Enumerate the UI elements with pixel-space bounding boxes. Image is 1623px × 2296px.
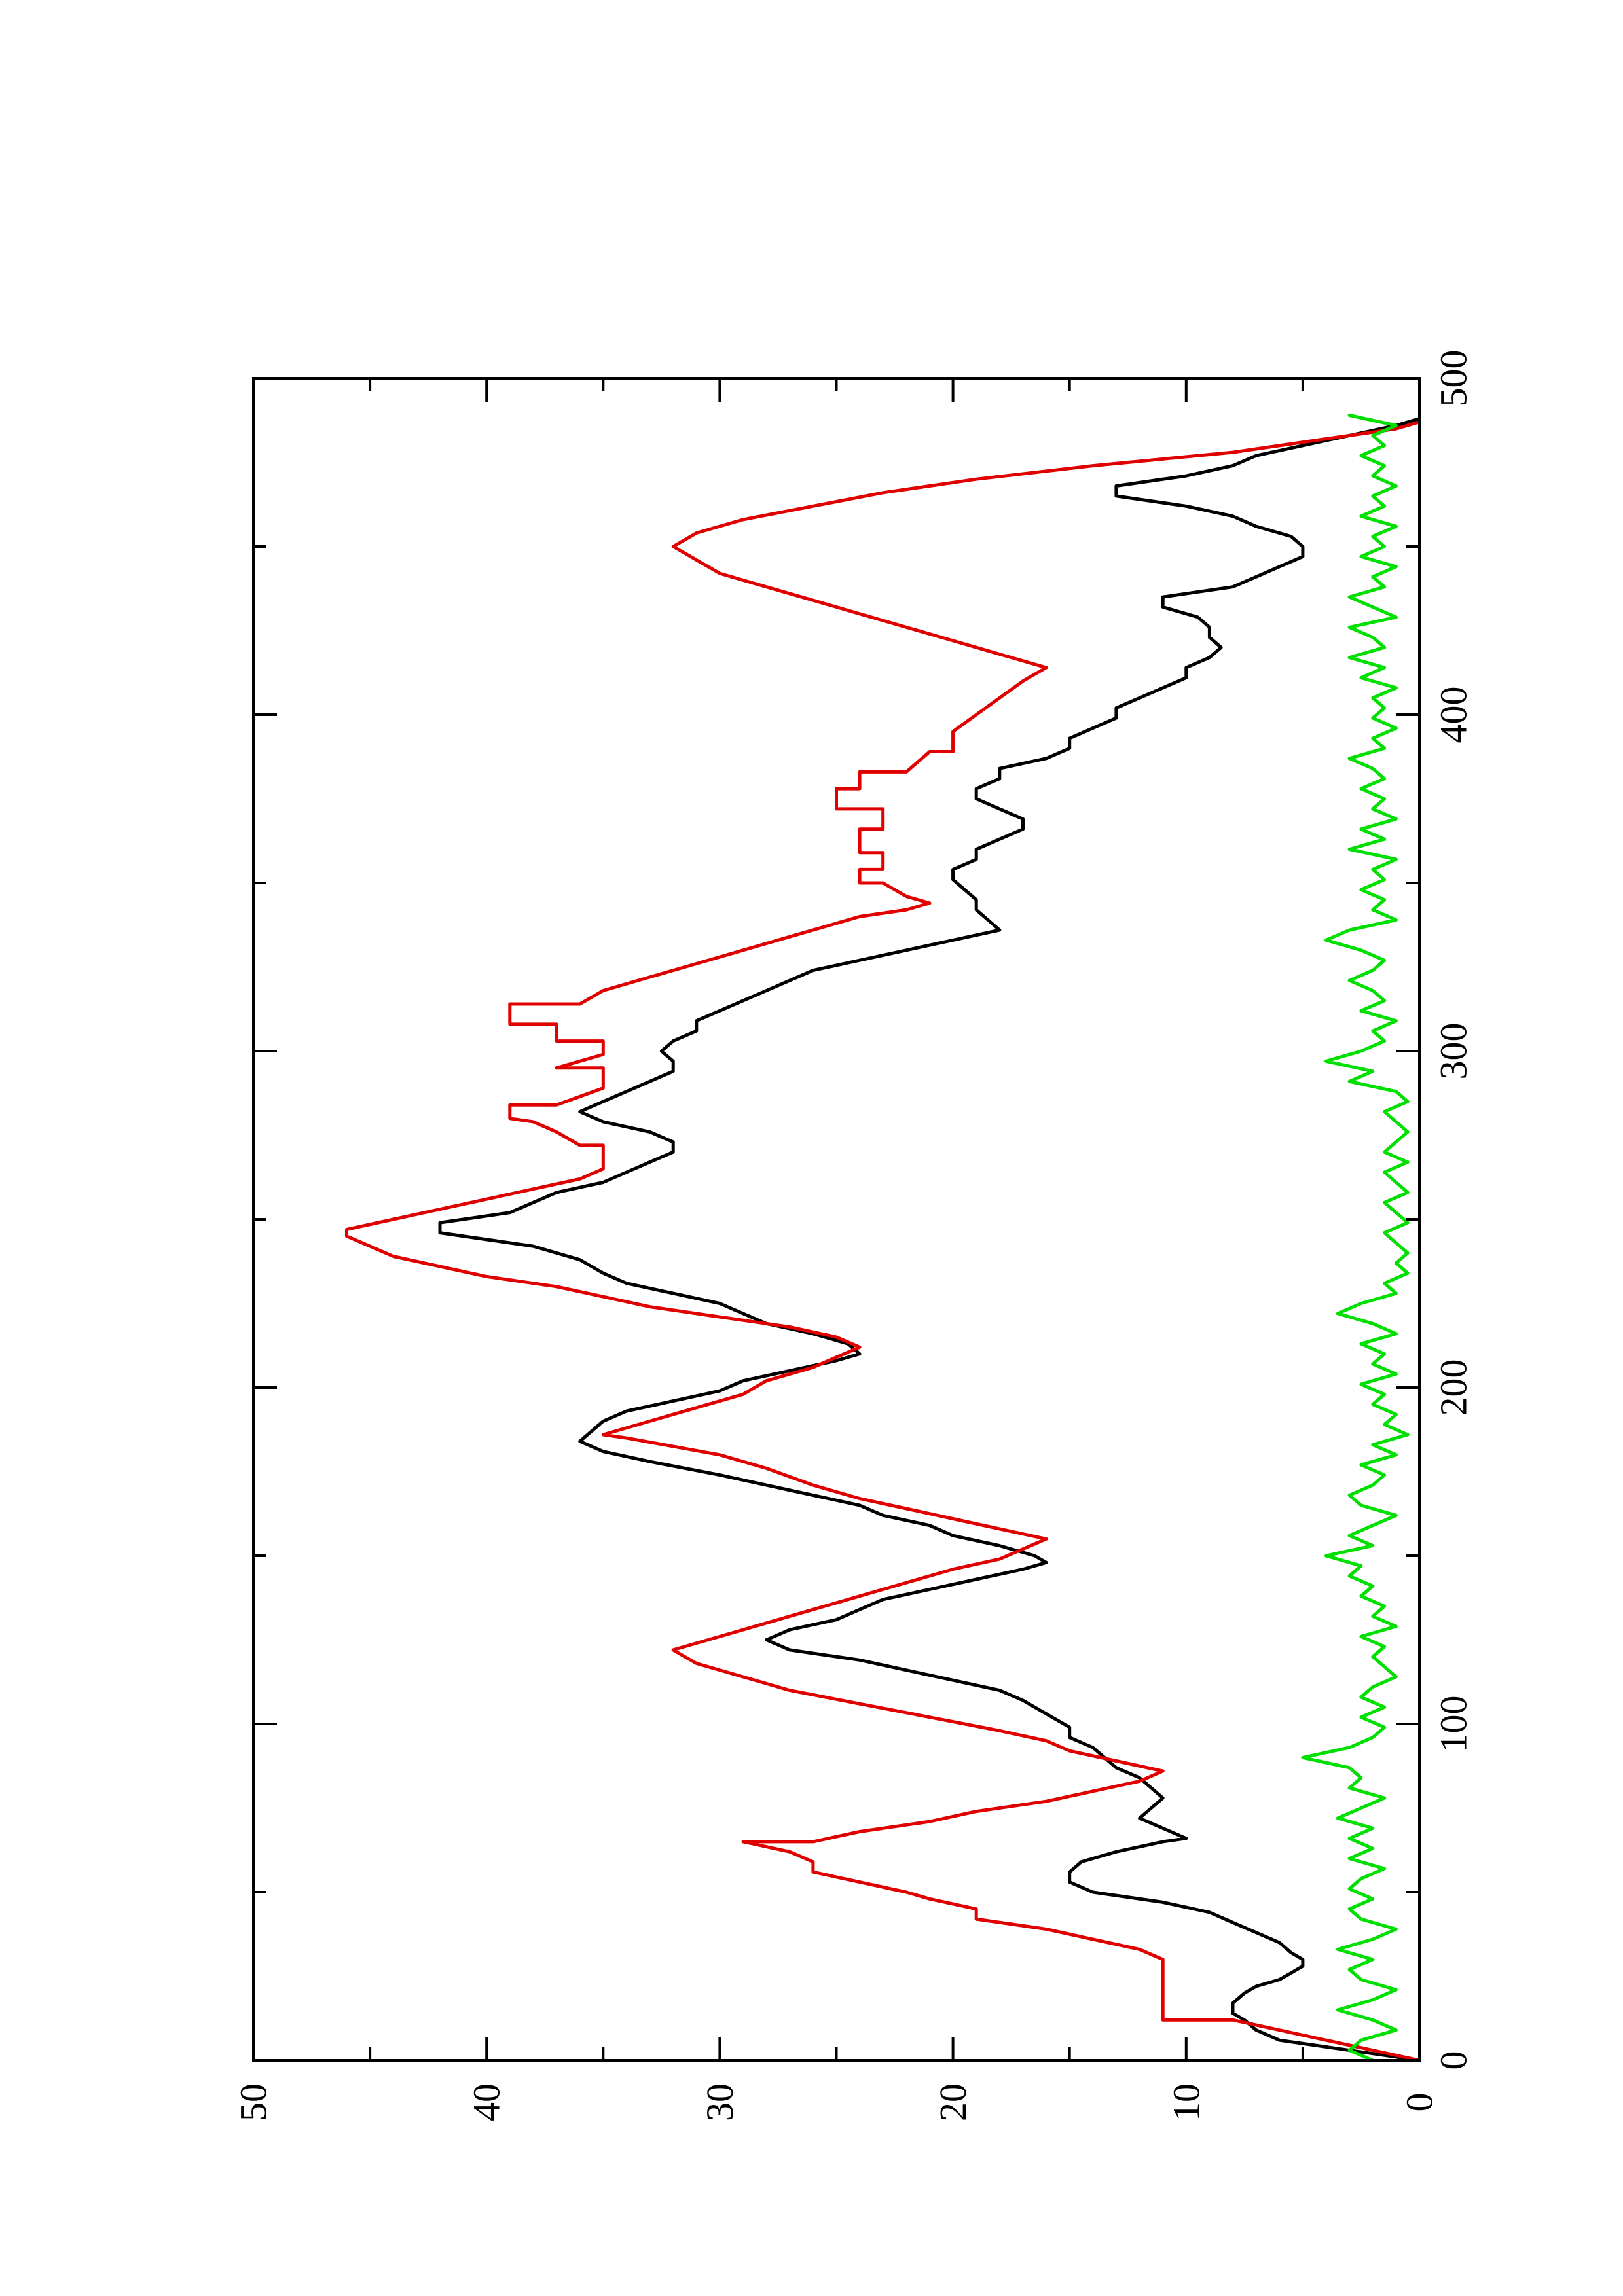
plot-frame <box>252 377 1421 2062</box>
series-line-3 <box>1301 414 1410 2062</box>
tick-layer <box>252 377 1421 2062</box>
y-tick-label: 30 <box>699 2083 741 2121</box>
x-tick-label: 400 <box>1432 687 1475 744</box>
y-tick-label: 40 <box>465 2083 508 2121</box>
x-tick-label: 100 <box>1432 1696 1475 1753</box>
y-tick-label: 50 <box>232 2083 275 2121</box>
y-tick-label: 0 <box>1398 2093 1441 2112</box>
label-layer: 0 100 200 300 400 500 0 10 20 30 40 50 <box>232 350 1475 2122</box>
series-layer <box>345 414 1421 2062</box>
x-tick-label: 200 <box>1432 1359 1475 1416</box>
series-line-1 <box>438 417 1421 2062</box>
series-line-2 <box>345 420 1421 2062</box>
x-tick-label: 500 <box>1432 350 1475 407</box>
x-tick-label: 0 <box>1432 2051 1475 2070</box>
x-tick-label: 300 <box>1432 1023 1475 1080</box>
y-tick-label: 10 <box>1165 2083 1207 2121</box>
y-tick-label: 20 <box>932 2083 974 2121</box>
